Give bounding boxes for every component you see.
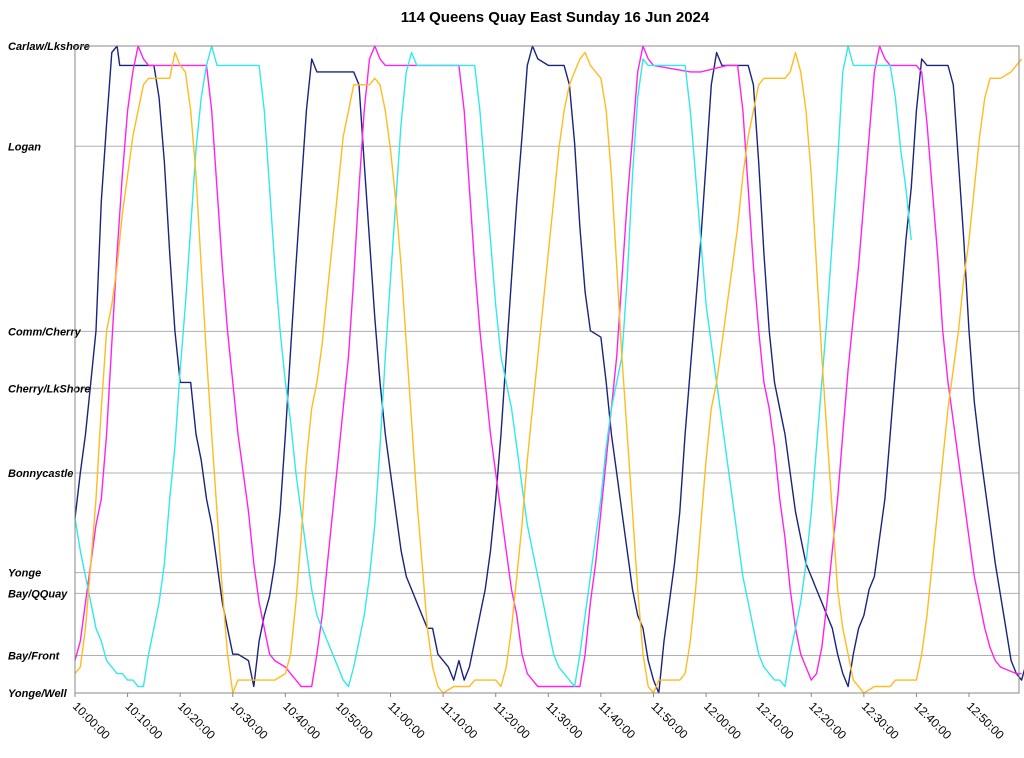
y-tick-label: Logan (8, 141, 41, 153)
series-line-1 (74, 45, 1024, 694)
x-tick-label: 12:10:00 (754, 699, 797, 742)
y-tick-label: Bay/QQuay (8, 588, 68, 600)
series-line-3 (74, 45, 912, 688)
y-tick-label: Bonnycastle (8, 468, 73, 480)
y-tick-label: Yonge (8, 568, 41, 580)
x-tick-label: 12:00:00 (701, 699, 744, 742)
x-tick-label: 12:30:00 (859, 699, 902, 742)
chart-title: 114 Queens Quay East Sunday 16 Jun 2024 (400, 9, 710, 26)
x-tick-label: 10:30:00 (228, 699, 271, 742)
x-tick-label: 12:20:00 (806, 699, 849, 742)
y-tick-label: Yonge/Well (8, 688, 68, 700)
x-tick-label: 10:10:00 (122, 699, 165, 742)
series-line-4 (74, 51, 1023, 694)
x-tick-label: 11:50:00 (648, 699, 691, 742)
x-tick-label: 11:20:00 (491, 699, 534, 742)
x-tick-label: 10:50:00 (333, 699, 376, 742)
y-tick-label: Comm/Cherry (8, 326, 82, 338)
x-tick-label: 10:20:00 (175, 699, 218, 742)
series-lines (74, 45, 1024, 694)
x-tick-label: 10:00:00 (70, 699, 113, 742)
x-tick-label: 11:40:00 (596, 699, 639, 742)
y-tick-label: Carlaw/Lkshore (8, 41, 90, 53)
gridlines (74, 45, 1019, 697)
stop-labels: Carlaw/Lkshore Logan Comm/Cherry Cherry/LkS… (8, 41, 91, 700)
time-labels: 10:00:00 10:10:00 10:20:00 10:30:00 10:40:00… (70, 699, 1007, 742)
x-tick-label: 11:30:00 (543, 699, 586, 742)
y-tick-label: Bay/Front (8, 650, 61, 662)
x-tick-label: 12:40:00 (911, 699, 954, 742)
series-line-2 (74, 45, 1022, 688)
x-tick-label: 11:10:00 (438, 699, 481, 742)
y-tick-label: Cherry/LkShore (8, 383, 91, 395)
plot-border (74, 45, 1020, 694)
x-tick-label: 11:00:00 (385, 699, 428, 742)
x-tick-label: 10:40:00 (280, 699, 323, 742)
x-tick-label: 12:50:00 (964, 699, 1007, 742)
